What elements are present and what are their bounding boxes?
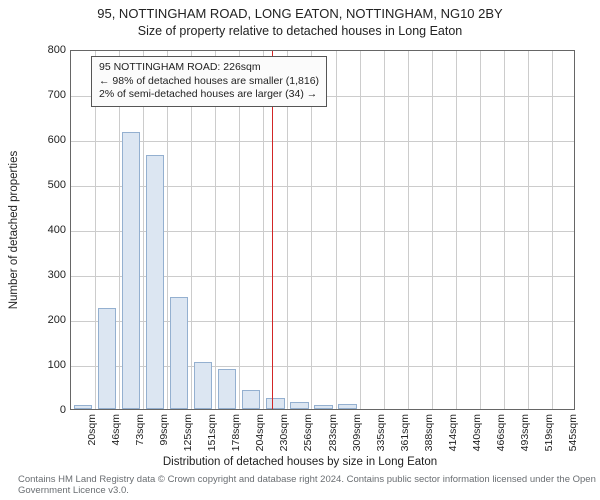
histogram-bar <box>98 308 116 409</box>
x-tick-label: 20sqm <box>86 414 98 446</box>
y-tick-label: 0 <box>26 404 66 416</box>
gridline-v <box>528 51 529 409</box>
y-tick-label: 700 <box>26 89 66 101</box>
x-tick-label: 178sqm <box>230 414 242 451</box>
y-tick-label: 600 <box>26 134 66 146</box>
y-tick-label: 100 <box>26 359 66 371</box>
x-tick-label: 151sqm <box>206 414 218 451</box>
gridline-v <box>336 51 337 409</box>
x-tick-label: 73sqm <box>134 414 146 446</box>
x-tick-label: 46sqm <box>110 414 122 446</box>
x-tick-label: 309sqm <box>351 414 363 451</box>
x-tick-label: 440sqm <box>471 414 483 451</box>
x-tick-label: 256sqm <box>302 414 314 451</box>
gridline-v <box>456 51 457 409</box>
x-tick-label: 99sqm <box>158 414 170 446</box>
histogram-bar <box>194 362 212 409</box>
page-title: 95, NOTTINGHAM ROAD, LONG EATON, NOTTING… <box>0 0 600 22</box>
x-tick-label: 519sqm <box>543 414 555 451</box>
histogram-bar <box>122 132 140 409</box>
x-tick-label: 388sqm <box>423 414 435 451</box>
y-tick-label: 400 <box>26 224 66 236</box>
x-tick-label: 230sqm <box>278 414 290 451</box>
gridline-v <box>480 51 481 409</box>
gridline-v <box>360 51 361 409</box>
histogram-bar <box>266 398 284 409</box>
info-box-line: 95 NOTTINGHAM ROAD: 226sqm <box>99 61 319 75</box>
y-tick-label: 500 <box>26 179 66 191</box>
x-tick-label: 361sqm <box>399 414 411 451</box>
gridline-v <box>552 51 553 409</box>
x-tick-label: 466sqm <box>495 414 507 451</box>
x-tick-label: 125sqm <box>182 414 194 451</box>
y-tick-label: 200 <box>26 314 66 326</box>
x-tick-label: 414sqm <box>447 414 459 451</box>
gridline-h <box>71 141 574 142</box>
y-axis-title: Number of detached properties <box>8 71 20 230</box>
x-tick-label: 204sqm <box>254 414 266 451</box>
y-tick-label: 300 <box>26 269 66 281</box>
histogram-bar <box>314 405 332 409</box>
info-box-line: 2% of semi-detached houses are larger (3… <box>99 88 319 102</box>
chart-plot-area: 95 NOTTINGHAM ROAD: 226sqm← 98% of detac… <box>70 50 575 410</box>
gridline-v <box>504 51 505 409</box>
x-tick-label: 545sqm <box>567 414 579 451</box>
histogram-bar <box>146 155 164 409</box>
gridline-v <box>432 51 433 409</box>
info-box: 95 NOTTINGHAM ROAD: 226sqm← 98% of detac… <box>91 56 327 107</box>
x-tick-label: 493sqm <box>519 414 531 451</box>
histogram-bar <box>290 402 308 409</box>
histogram-bar <box>218 369 236 410</box>
histogram-bar <box>242 390 260 409</box>
footer-attribution: Contains HM Land Registry data © Crown c… <box>18 474 600 496</box>
x-tick-label: 283sqm <box>327 414 339 451</box>
info-box-line: ← 98% of detached houses are smaller (1,… <box>99 75 319 89</box>
page-subtitle: Size of property relative to detached ho… <box>0 22 600 38</box>
histogram-bar <box>74 405 92 410</box>
y-tick-label: 800 <box>26 44 66 56</box>
x-tick-label: 335sqm <box>375 414 387 451</box>
histogram-bar <box>338 404 356 409</box>
histogram-bar <box>170 297 188 410</box>
x-axis-title: Distribution of detached houses by size … <box>0 456 600 468</box>
gridline-v <box>408 51 409 409</box>
gridline-v <box>384 51 385 409</box>
